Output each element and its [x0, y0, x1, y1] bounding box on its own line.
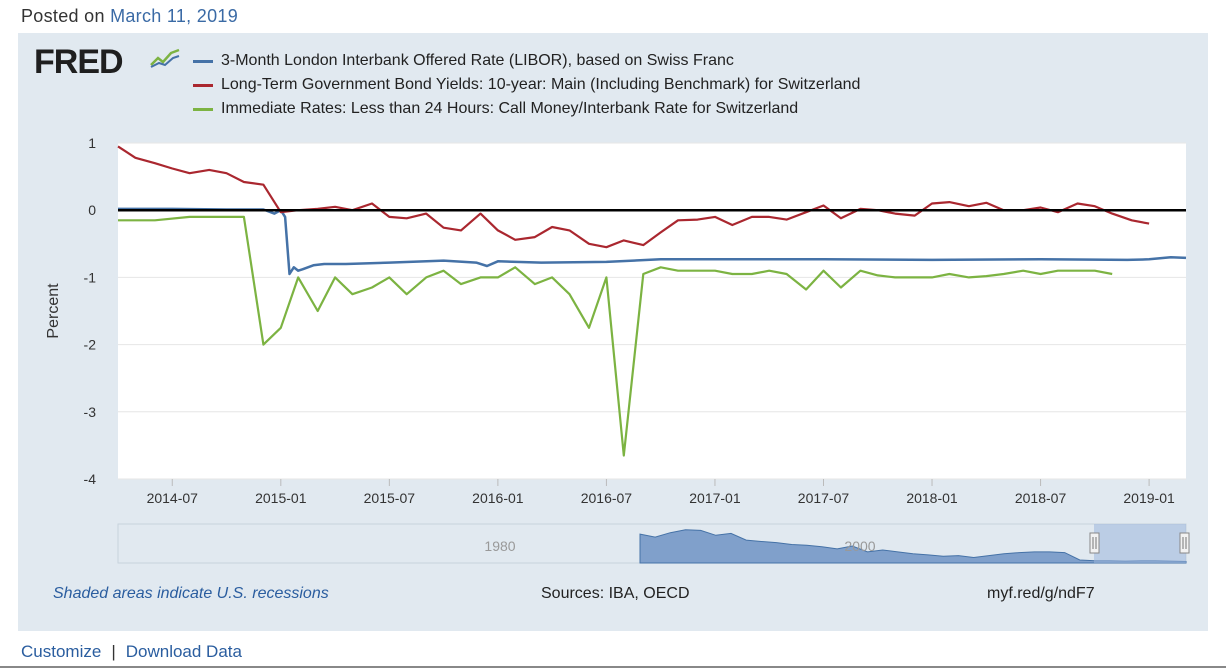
legend-label-call: Immediate Rates: Less than 24 Hours: Cal… [221, 100, 799, 117]
legend-item-libor[interactable]: 3-Month London Interbank Offered Rate (L… [193, 49, 860, 73]
navigator-label: 2000 [844, 538, 875, 554]
posted-date-link[interactable]: March 11, 2019 [110, 6, 239, 26]
navigator-selection [1094, 524, 1186, 563]
fred-chart-icon [149, 47, 181, 69]
legend-label-bond: Long-Term Government Bond Yields: 10-yea… [221, 76, 861, 93]
plot-area [118, 143, 1186, 479]
legend-item-call[interactable]: Immediate Rates: Less than 24 Hours: Cal… [193, 97, 860, 121]
legend-label-libor: 3-Month London Interbank Offered Rate (L… [221, 52, 734, 69]
legend-swatch-libor [193, 59, 213, 63]
y-axis-label: Percent [45, 283, 62, 339]
series-line-call [118, 215, 1113, 457]
bottom-links: Customize | Download Data [21, 642, 242, 662]
customize-link[interactable]: Customize [21, 642, 102, 661]
y-tick-label: -2 [84, 337, 97, 353]
y-tick-label: 1 [88, 135, 96, 151]
legend-item-bond[interactable]: Long-Term Government Bond Yields: 10-yea… [193, 73, 860, 97]
sources-text: Sources: IBA, OECD [541, 585, 690, 602]
x-tick-label: 2015-07 [364, 490, 416, 506]
posted-prefix: Posted on [21, 6, 105, 26]
short-link[interactable]: myf.red/g/ndF7 [987, 585, 1095, 602]
y-tick-label: 0 [88, 202, 96, 218]
chart-legend: 3-Month London Interbank Offered Rate (L… [193, 49, 860, 121]
x-tick-label: 2017-01 [689, 490, 741, 506]
recession-note: Shaded areas indicate U.S. recessions [53, 585, 329, 602]
legend-swatch-bond [193, 83, 213, 87]
download-data-link[interactable]: Download Data [125, 642, 242, 661]
x-tick-label: 2016-07 [581, 490, 633, 506]
x-tick-label: 2015-01 [255, 490, 307, 506]
x-tick-label: 2014-07 [147, 490, 199, 506]
fred-logo[interactable]: FRED [34, 43, 124, 81]
x-tick-label: 2018-07 [1015, 490, 1067, 506]
x-tick-label: 2019-01 [1123, 490, 1175, 506]
navigator-handle-left[interactable] [1089, 532, 1100, 554]
y-tick-label: -4 [84, 471, 97, 487]
x-tick-label: 2017-07 [798, 490, 850, 506]
y-tick-label: -3 [84, 404, 97, 420]
bottom-divider [0, 666, 1226, 668]
navigator-handle-right[interactable] [1179, 532, 1190, 554]
legend-swatch-call [193, 107, 213, 111]
x-tick-label: 2016-01 [472, 490, 524, 506]
posted-line: Posted on March 11, 2019 [21, 6, 238, 27]
y-tick-label: -1 [84, 269, 97, 285]
line-chart: 1 0 -1 -2 -3 -4 Percent 2014-07 2015-01 2015-07 20… [45, 135, 1190, 564]
navigator-label: 1980 [484, 538, 515, 554]
chart-panel: FRED 3-Month London Interbank Offered Ra… [18, 33, 1208, 631]
x-tick-label: 2018-01 [906, 490, 958, 506]
link-separator: | [111, 642, 116, 661]
